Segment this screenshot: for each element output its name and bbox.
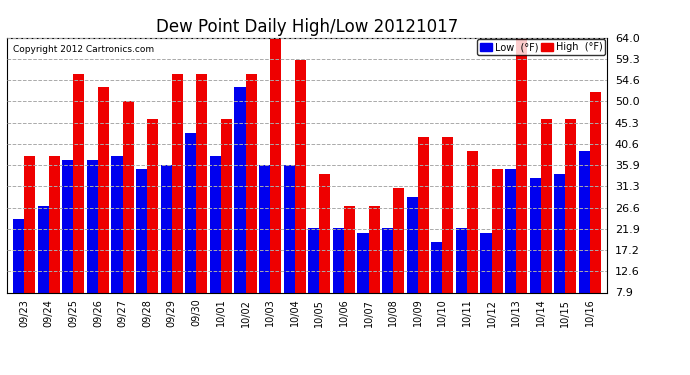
Bar — [308, 228, 319, 292]
Bar — [319, 174, 331, 292]
Bar — [344, 206, 355, 292]
Bar — [221, 119, 232, 292]
Bar — [554, 174, 565, 292]
Bar — [49, 156, 60, 292]
Bar — [295, 60, 306, 292]
Bar — [24, 156, 35, 292]
Bar — [73, 74, 84, 292]
Bar — [186, 133, 197, 292]
Bar — [357, 233, 368, 292]
Bar — [172, 74, 183, 292]
Bar — [98, 87, 109, 292]
Bar — [480, 233, 491, 292]
Bar — [87, 160, 98, 292]
Bar — [368, 206, 380, 292]
Bar — [541, 119, 552, 292]
Bar — [284, 165, 295, 292]
Bar — [505, 170, 516, 292]
Bar — [197, 74, 208, 292]
Bar — [442, 138, 453, 292]
Bar — [136, 170, 147, 292]
Bar — [62, 160, 73, 292]
Bar — [382, 228, 393, 292]
Bar — [393, 188, 404, 292]
Bar — [590, 92, 601, 292]
Bar — [431, 242, 442, 292]
Bar — [406, 196, 417, 292]
Bar — [579, 151, 590, 292]
Bar — [491, 170, 502, 292]
Bar — [456, 228, 467, 292]
Bar — [246, 74, 257, 292]
Bar — [530, 178, 541, 292]
Bar — [235, 87, 246, 292]
Bar — [210, 156, 221, 292]
Bar — [112, 156, 123, 292]
Bar — [516, 38, 527, 292]
Bar — [123, 101, 134, 292]
Text: Copyright 2012 Cartronics.com: Copyright 2012 Cartronics.com — [13, 45, 154, 54]
Bar — [333, 228, 344, 292]
Bar — [417, 138, 428, 292]
Bar — [270, 38, 282, 292]
Legend: Low  (°F), High  (°F): Low (°F), High (°F) — [477, 39, 605, 55]
Bar — [147, 119, 158, 292]
Bar — [565, 119, 576, 292]
Bar — [467, 151, 478, 292]
Title: Dew Point Daily High/Low 20121017: Dew Point Daily High/Low 20121017 — [156, 18, 458, 36]
Bar — [161, 165, 172, 292]
Bar — [38, 206, 49, 292]
Bar — [259, 165, 270, 292]
Bar — [13, 219, 24, 292]
